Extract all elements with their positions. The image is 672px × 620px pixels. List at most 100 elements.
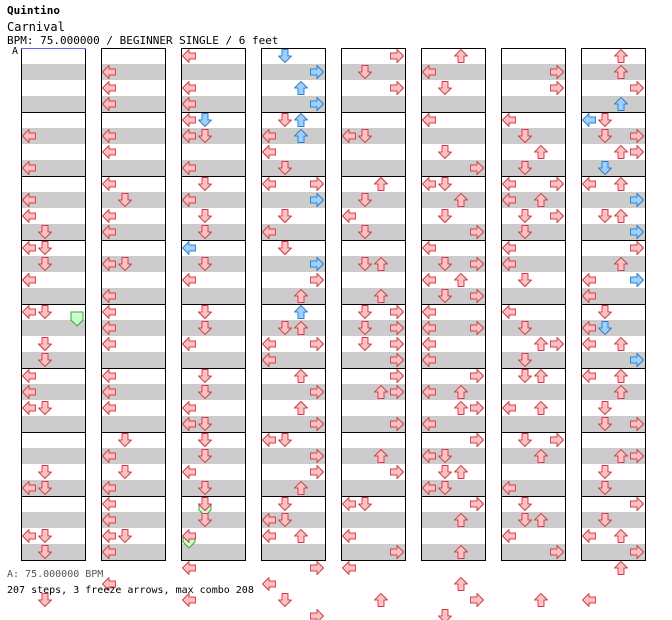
up-arrow-icon [294, 401, 308, 415]
down-arrow-icon [198, 209, 212, 223]
left-arrow-icon [102, 337, 116, 351]
down-arrow-icon [38, 481, 52, 495]
beat-stripe [101, 512, 165, 528]
left-arrow-icon [22, 305, 36, 319]
beat-stripe [21, 512, 85, 528]
chart-title: Quintino [7, 4, 60, 17]
beat-stripe [21, 448, 85, 464]
right-arrow-icon [390, 417, 404, 431]
left-arrow-icon [262, 129, 276, 143]
down-arrow-icon [198, 369, 212, 383]
left-arrow-icon [342, 561, 356, 575]
right-arrow-icon [630, 545, 644, 559]
left-arrow-icon [582, 289, 596, 303]
beat-stripe [501, 352, 565, 368]
up-arrow-icon [614, 385, 628, 399]
beat-stripe [261, 544, 325, 560]
beat-stripe [261, 448, 325, 464]
bpm-footer: A: 75.000000 BPM [7, 569, 104, 580]
down-arrow-icon [38, 529, 52, 543]
left-arrow-icon [582, 337, 596, 351]
beat-stripe [341, 448, 405, 464]
chart-column [341, 48, 406, 561]
right-arrow-icon [470, 433, 484, 447]
left-arrow-icon [422, 337, 436, 351]
right-arrow-icon [470, 289, 484, 303]
chart-column [501, 48, 566, 561]
beat-stripe [581, 512, 645, 528]
down-arrow-icon [38, 225, 52, 239]
beat-stripe [181, 352, 245, 368]
measure-box [581, 496, 646, 561]
right-arrow-icon [310, 465, 324, 479]
beat-stripe [341, 288, 405, 304]
right-arrow-icon [470, 401, 484, 415]
down-arrow-icon [38, 465, 52, 479]
left-arrow-icon [422, 481, 436, 495]
beat-stripe [581, 192, 645, 208]
beat-stripe [101, 544, 165, 560]
left-arrow-icon [582, 369, 596, 383]
down-arrow-icon [38, 305, 52, 319]
beat-stripe [101, 128, 165, 144]
up-arrow-icon [454, 513, 468, 527]
right-arrow-icon [470, 321, 484, 335]
beat-stripe [21, 288, 85, 304]
left-arrow-icon [262, 513, 276, 527]
right-arrow-icon [550, 545, 564, 559]
down-arrow-icon [38, 353, 52, 367]
beat-stripe [101, 192, 165, 208]
left-arrow-icon [262, 353, 276, 367]
beat-stripe [21, 160, 85, 176]
down-arrow-icon [358, 257, 372, 271]
down-arrow-icon [278, 161, 292, 175]
beat-stripe [581, 544, 645, 560]
down-arrow-icon [598, 481, 612, 495]
left-arrow-icon [182, 49, 196, 63]
left-arrow-icon [502, 193, 516, 207]
up-arrow-icon [454, 545, 468, 559]
beat-stripe [421, 544, 485, 560]
down-arrow-icon [438, 177, 452, 191]
beat-stripe [261, 64, 325, 80]
beat-stripe [341, 512, 405, 528]
beat-stripe [581, 128, 645, 144]
right-arrow-icon [630, 497, 644, 511]
right-arrow-icon [310, 609, 324, 620]
left-arrow-icon [22, 273, 36, 287]
beat-stripe [501, 544, 565, 560]
right-arrow-icon [390, 545, 404, 559]
left-arrow-icon [422, 113, 436, 127]
right-arrow-icon [310, 449, 324, 463]
beat-stripe [341, 128, 405, 144]
down-arrow-icon [438, 145, 452, 159]
measure-box [21, 496, 86, 561]
up-arrow-icon [534, 193, 548, 207]
left-arrow-icon [342, 129, 356, 143]
right-arrow-icon [310, 385, 324, 399]
beat-stripe [261, 416, 325, 432]
beat-stripe [501, 320, 565, 336]
right-arrow-icon [550, 209, 564, 223]
right-arrow-icon [630, 129, 644, 143]
down-arrow-icon [118, 465, 132, 479]
right-arrow-icon [550, 177, 564, 191]
right-arrow-icon [550, 337, 564, 351]
beat-stripe [421, 224, 485, 240]
left-arrow-icon [102, 81, 116, 95]
up-arrow-icon [294, 81, 308, 95]
beat-stripe [581, 160, 645, 176]
left-arrow-icon [182, 273, 196, 287]
left-arrow-icon [102, 481, 116, 495]
left-arrow-icon [102, 305, 116, 319]
down-arrow-icon [518, 369, 532, 383]
down-arrow-icon [278, 433, 292, 447]
left-arrow-icon [22, 529, 36, 543]
beat-stripe [341, 544, 405, 560]
left-arrow-icon [102, 257, 116, 271]
measure-box [501, 496, 566, 561]
right-arrow-icon [470, 369, 484, 383]
beat-stripe [501, 128, 565, 144]
left-arrow-icon [502, 257, 516, 271]
beat-stripe [501, 416, 565, 432]
